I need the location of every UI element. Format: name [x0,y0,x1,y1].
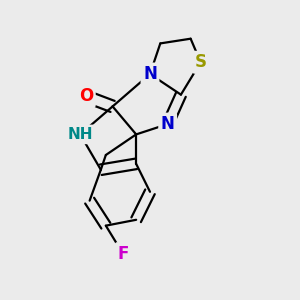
Text: S: S [195,53,207,71]
Text: O: O [79,87,93,105]
Text: N: N [143,65,157,83]
Text: NH: NH [68,127,93,142]
Text: N: N [161,115,175,133]
Text: F: F [117,244,129,262]
